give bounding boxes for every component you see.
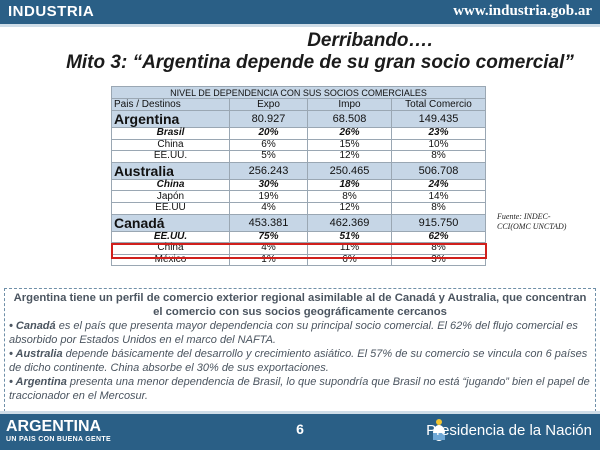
partner-name: EE.UU [111, 201, 230, 215]
header-total: Total Comercio [391, 98, 486, 111]
table-header-row: Pais / Destinos Expo Impo Total Comercio [111, 98, 486, 111]
table-row: Canadá 453.381 462.369 915.750 [111, 213, 486, 232]
cell: 256.243 [229, 161, 308, 180]
partner-name: Brasil [111, 127, 230, 140]
cell: 8% [391, 201, 486, 215]
cell: 15% [307, 138, 392, 152]
cell: 20% [229, 127, 308, 140]
note-argentina: • Argentina presenta una menor dependenc… [9, 375, 591, 403]
partner-name: EE.UU. [111, 230, 230, 244]
cell: 5% [229, 150, 308, 163]
table-row: Argentina 80.927 68.508 149.435 [111, 110, 486, 128]
table-row: EE.UU. 75% 51% 62% [111, 230, 486, 244]
country-name: Argentina [111, 110, 230, 128]
slide-title-line2: Mito 3: “Argentina depende de su gran so… [66, 52, 574, 73]
bottom-banner [0, 414, 600, 450]
header-expo: Expo [229, 98, 308, 111]
cell: 75% [229, 230, 308, 244]
slide-title-line1: Derribando…. [307, 30, 433, 51]
highlight-box [111, 243, 487, 259]
table-row: China 6% 15% 10% [111, 138, 486, 152]
cell: 1% [229, 253, 308, 267]
website-url: www.industria.gob.ar [453, 3, 592, 19]
cell: 51% [307, 230, 392, 244]
cell: 12% [307, 150, 392, 163]
argentina-logo: ARGENTINA UN PAIS CON BUENA GENTE [6, 418, 111, 444]
cell: 18% [307, 178, 392, 192]
cell: 6% [229, 138, 308, 152]
table-row: China 30% 18% 24% [111, 178, 486, 192]
note-text: es el país que presenta mayor dependenci… [9, 320, 578, 346]
table-caption: NIVEL DE DEPENDENCIA CON SUS SOCIOS COME… [111, 86, 486, 99]
table-row: Japón 19% 8% 14% [111, 190, 486, 203]
cell: 10% [391, 138, 486, 152]
logo-text: ARGENTINA [6, 418, 102, 435]
cell: 149.435 [391, 110, 486, 128]
top-rule [0, 24, 600, 27]
cell: 80.927 [229, 110, 308, 128]
cell: 453.381 [229, 213, 308, 232]
cell: 8% [391, 242, 486, 255]
brand-label: INDUSTRIA [8, 3, 95, 20]
cell: 68.508 [307, 110, 392, 128]
notes-box: Argentina tiene un perfil de comercio ex… [4, 288, 596, 412]
cell: 462.369 [307, 213, 392, 232]
cell: 12% [307, 201, 392, 215]
cell: 915.750 [391, 213, 486, 232]
cell: 250.465 [307, 161, 392, 180]
note-bold: • Australia [9, 348, 63, 360]
cell: 8% [307, 190, 392, 203]
cell: 62% [391, 230, 486, 244]
cell: 19% [229, 190, 308, 203]
top-banner: INDUSTRIA www.industria.gob.ar [0, 0, 600, 24]
page-number: 6 [296, 421, 304, 437]
cell: 23% [391, 127, 486, 140]
bottom-rule [0, 411, 600, 414]
source-note: Fuente: INDEC-CCI(OMC UNCTAD) [497, 212, 567, 231]
table-row: EE.UU 4% 12% 8% [111, 201, 486, 215]
cell: 4% [229, 201, 308, 215]
cell: 3% [391, 253, 486, 267]
partner-name: China [111, 138, 230, 152]
table-row: China 4% 11% 8% [111, 242, 486, 255]
note-australia: • Australia depende básicamente del desa… [9, 347, 591, 375]
notes-heading: Argentina tiene un perfil de comercio ex… [13, 292, 587, 318]
partner-name: China [111, 178, 230, 192]
note-canada: • Canadá es el país que presenta mayor d… [9, 319, 591, 347]
table-caption-row: NIVEL DE DEPENDENCIA CON SUS SOCIOS COME… [111, 86, 486, 99]
table-row: México 1% 6% 3% [111, 253, 486, 267]
cell: 24% [391, 178, 486, 192]
table-row: Brasil 20% 26% 23% [111, 127, 486, 140]
header-country: Pais / Destinos [111, 98, 230, 111]
presidency-label: Presidencia de la Nación [426, 422, 592, 439]
country-name: Australia [111, 161, 230, 180]
logo-slogan: UN PAIS CON BUENA GENTE [6, 436, 111, 443]
cell: 30% [229, 178, 308, 192]
table-row: Australia 256.243 250.465 506.708 [111, 161, 486, 180]
partner-name: México [111, 253, 230, 267]
note-text: depende básicamente del desarrollo y cre… [9, 348, 588, 374]
note-bold: • Argentina [9, 376, 67, 388]
cell: 14% [391, 190, 486, 203]
note-bold: • Canadá [9, 320, 56, 332]
header-impo: Impo [307, 98, 392, 111]
cell: 26% [307, 127, 392, 140]
note-text: presenta una menor dependencia de Brasil… [9, 376, 590, 402]
partner-name: EE.UU. [111, 150, 230, 163]
dependency-table: NIVEL DE DEPENDENCIA CON SUS SOCIOS COME… [111, 86, 486, 267]
cell: 506.708 [391, 161, 486, 180]
table-row: EE.UU. 5% 12% 8% [111, 150, 486, 163]
cell: 8% [391, 150, 486, 163]
country-name: Canadá [111, 213, 230, 232]
coat-of-arms-icon [433, 419, 445, 441]
partner-name: Japón [111, 190, 230, 203]
